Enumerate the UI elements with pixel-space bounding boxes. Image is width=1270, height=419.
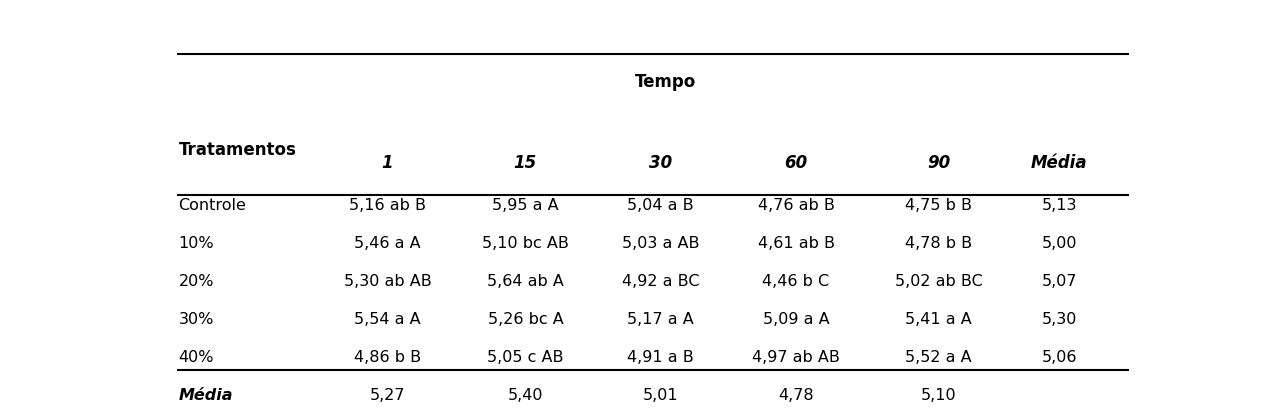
Text: 5,16 ab B: 5,16 ab B <box>349 198 427 212</box>
Text: 5,30 ab AB: 5,30 ab AB <box>344 274 432 289</box>
Text: 5,26 bc A: 5,26 bc A <box>488 312 564 327</box>
Text: 4,78: 4,78 <box>779 388 814 403</box>
Text: 5,41 a A: 5,41 a A <box>906 312 972 327</box>
Text: 5,07: 5,07 <box>1041 274 1077 289</box>
Text: 30: 30 <box>649 153 672 171</box>
Text: 30%: 30% <box>178 312 213 327</box>
Text: 5,00: 5,00 <box>1041 236 1077 251</box>
Text: 4,97 ab AB: 4,97 ab AB <box>752 350 839 365</box>
Text: 5,54 a A: 5,54 a A <box>354 312 420 327</box>
Text: 5,64 ab A: 5,64 ab A <box>486 274 564 289</box>
Text: Média: Média <box>178 388 232 403</box>
Text: 4,86 b B: 4,86 b B <box>354 350 422 365</box>
Text: 5,27: 5,27 <box>370 388 405 403</box>
Text: 5,01: 5,01 <box>643 388 678 403</box>
Text: 60: 60 <box>785 153 808 171</box>
Text: 5,52 a A: 5,52 a A <box>906 350 972 365</box>
Text: 1: 1 <box>382 153 394 171</box>
Text: 5,03 a AB: 5,03 a AB <box>622 236 700 251</box>
Text: 4,46 b C: 4,46 b C <box>762 274 829 289</box>
Text: 5,04 a B: 5,04 a B <box>627 198 693 212</box>
Text: 40%: 40% <box>178 350 213 365</box>
Text: 5,13: 5,13 <box>1041 198 1077 212</box>
Text: 5,95 a A: 5,95 a A <box>491 198 559 212</box>
Text: 4,75 b B: 4,75 b B <box>906 198 973 212</box>
Text: 5,06: 5,06 <box>1041 350 1077 365</box>
Text: 5,09 a A: 5,09 a A <box>763 312 829 327</box>
Text: 90: 90 <box>927 153 950 171</box>
Text: 5,17 a A: 5,17 a A <box>627 312 695 327</box>
Text: 5,10: 5,10 <box>921 388 956 403</box>
Text: 20%: 20% <box>178 274 213 289</box>
Text: 4,76 ab B: 4,76 ab B <box>758 198 834 212</box>
Text: 15: 15 <box>514 153 537 171</box>
Text: 4,61 ab B: 4,61 ab B <box>757 236 834 251</box>
Text: Controle: Controle <box>178 198 246 212</box>
Text: 5,40: 5,40 <box>508 388 544 403</box>
Text: 10%: 10% <box>178 236 215 251</box>
Text: 4,91 a B: 4,91 a B <box>627 350 695 365</box>
Text: Média: Média <box>1031 153 1087 171</box>
Text: 5,46 a A: 5,46 a A <box>354 236 420 251</box>
Text: Tratamentos: Tratamentos <box>178 141 296 159</box>
Text: 5,02 ab BC: 5,02 ab BC <box>895 274 983 289</box>
Text: 5,30: 5,30 <box>1041 312 1077 327</box>
Text: 5,05 c AB: 5,05 c AB <box>488 350 564 365</box>
Text: 4,78 b B: 4,78 b B <box>906 236 973 251</box>
Text: 4,92 a BC: 4,92 a BC <box>622 274 700 289</box>
Text: Tempo: Tempo <box>635 73 696 91</box>
Text: 5,10 bc AB: 5,10 bc AB <box>481 236 569 251</box>
